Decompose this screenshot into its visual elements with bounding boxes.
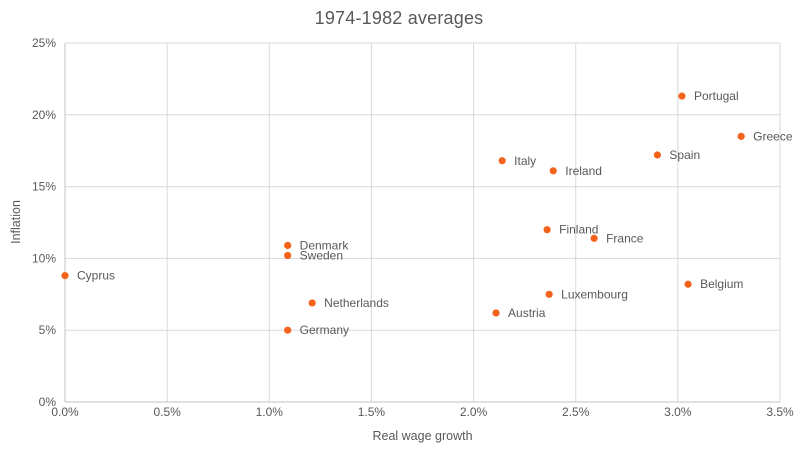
y-tick-label: 5% [39,323,57,337]
x-tick-label: 1.5% [358,405,386,419]
chart-title: 1974-1982 averages [314,8,484,28]
y-axis-title: Inflation [9,200,23,244]
data-point-label: Denmark [300,238,350,252]
x-axis-title: Real wage growth [372,429,473,443]
data-point-label: Cyprus [77,269,115,283]
x-tick-label: 3.0% [664,405,692,419]
x-tick-label: 0.0% [51,405,79,419]
data-point [549,167,557,175]
data-point [590,234,598,242]
data-point [678,92,686,100]
data-point [492,309,500,317]
data-point-label: Luxembourg [561,287,628,301]
y-tick-label: 20% [32,108,56,122]
data-point-label: Portugal [694,89,739,103]
data-point [545,290,553,298]
x-tick-label: 1.0% [256,405,284,419]
data-point [61,272,69,280]
x-tick-label: 2.0% [460,405,488,419]
data-point-label: Belgium [700,277,743,291]
y-tick-label: 10% [32,251,56,265]
data-point-label: Ireland [565,164,602,178]
y-tick-label: 25% [32,36,56,50]
data-point-label: Spain [669,148,700,162]
x-tick-label: 0.5% [153,405,181,419]
data-point [498,157,506,165]
data-point [543,226,551,234]
data-point-label: France [606,231,644,245]
data-point [284,326,292,334]
data-point [653,151,662,159]
data-point [684,280,692,288]
x-tick-label: 3.5% [766,405,794,419]
x-tick-label: 2.5% [562,405,590,419]
data-point-label: Austria [508,306,546,320]
data-point [737,132,745,140]
y-tick-label: 15% [32,180,56,194]
y-tick-label: 0% [39,395,57,409]
data-point-label: Netherlands [324,296,389,310]
data-point-label: Finland [559,223,598,237]
data-point [308,299,316,307]
data-point-label: Germany [300,323,349,337]
data-point [284,251,292,260]
data-point [284,241,292,250]
data-point-label: Sweden [300,249,343,263]
data-point-label: Italy [514,154,536,168]
data-point-label: Greece [753,129,793,143]
